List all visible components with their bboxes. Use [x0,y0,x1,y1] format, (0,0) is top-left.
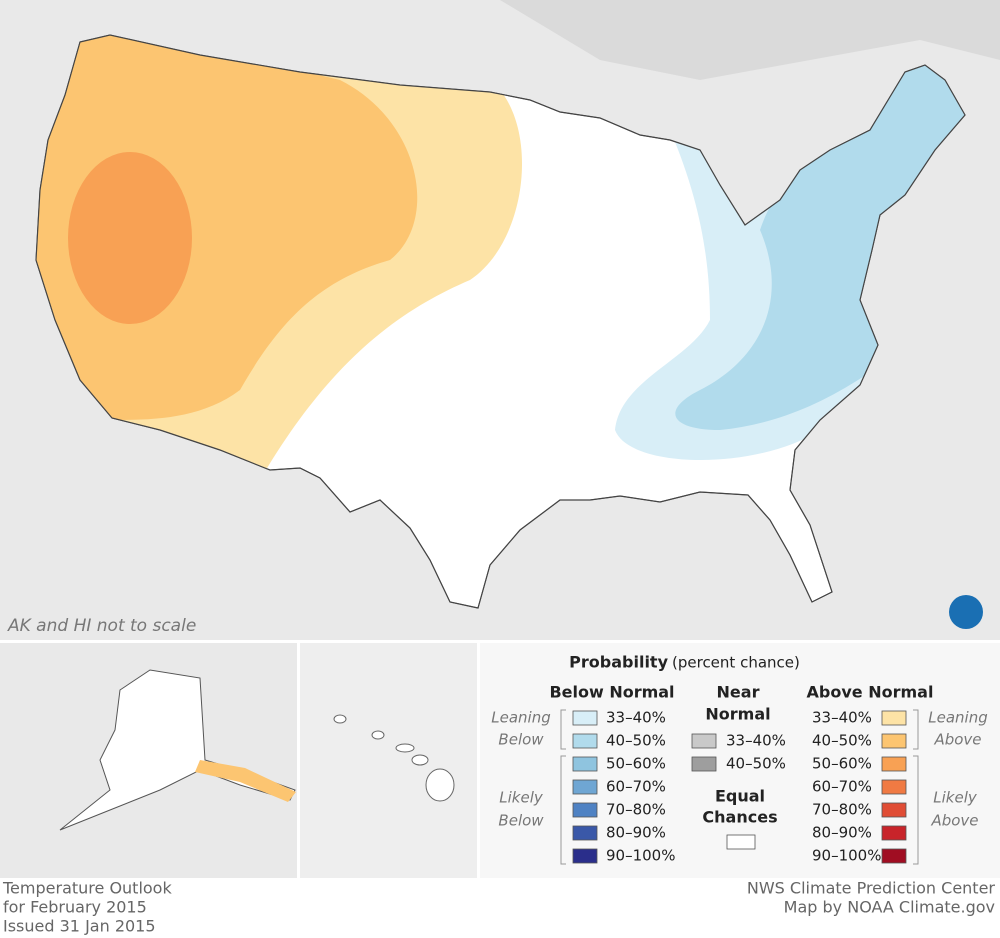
leaning-label: Leaning [928,709,987,727]
bracket [560,709,566,750]
equal-chances-heading: Chances [702,808,777,827]
group-heading: Above Normal [807,683,934,702]
legend-label: 80–90% [606,824,666,842]
likely-label: Likely [499,789,544,807]
group-heading: Below Normal [549,683,674,702]
hawaii [333,714,455,802]
hawaii-panel [300,643,477,878]
legend-swatch [572,802,598,818]
group-heading: Normal [705,705,770,724]
legend-label: 33–40% [812,709,872,727]
legend-swatch [881,825,907,841]
legend-label: 33–40% [606,709,666,727]
scale-note: AK and HI not to scale [7,616,196,636]
legend-swatch [572,779,598,795]
legend: Probability (percent chance) Below Normal 3… [491,653,988,865]
equal-chances-heading: Equal [715,787,765,806]
warm-50-60-area [68,152,192,324]
legend-label: 60–70% [812,778,872,796]
bracket [913,709,919,750]
likely-label: Likely [933,789,978,807]
bracket [560,755,566,865]
legend-swatch [572,756,598,772]
group-heading: Near [717,683,760,702]
legend-label: 40–50% [606,732,666,750]
legend-label: 90–100% [812,847,881,865]
legend-swatch [572,710,598,726]
likely-label: Above [930,812,978,830]
legend-label: 90–100% [606,847,675,865]
legend-label: 60–70% [606,778,666,796]
legend-swatch [881,756,907,772]
legend-label: 80–90% [812,824,872,842]
equal-chances-swatch [726,834,756,850]
footer-right: Map by NOAA Climate.gov [784,898,995,917]
leaning-label: Leaning [491,709,550,727]
legend-subtitle: (percent chance) [672,654,800,672]
leaning-label: Above [933,731,981,749]
footer-left: Issued 31 Jan 2015 [3,917,156,936]
legend-label: 70–80% [606,801,666,819]
legend-swatch [691,733,717,749]
footer-right: NWS Climate Prediction Center [747,879,996,898]
legend-label: 70–80% [812,801,872,819]
legend-swatch [572,733,598,749]
legend-label: 40–50% [726,755,786,773]
legend-label: 40–50% [812,732,872,750]
legend-label: 50–60% [812,755,872,773]
footer-left: Temperature Outlook [2,879,172,898]
legend-swatch [572,848,598,864]
leaning-label: Below [498,731,544,749]
legend-swatch [691,756,717,772]
bracket [913,755,919,865]
legend-swatch [881,802,907,818]
legend-swatch [881,733,907,749]
legend-label: 33–40% [726,732,786,750]
legend-swatch [881,710,907,726]
noaa-logo [949,595,983,629]
legend-swatch [881,848,907,864]
legend-swatch [881,779,907,795]
legend-title: Probability [569,653,668,672]
canada [500,0,1000,80]
legend-swatch [572,825,598,841]
alaska-warm-area [195,760,296,802]
legend-label: 50–60% [606,755,666,773]
likely-label: Below [498,812,544,830]
footer-left: for February 2015 [3,898,147,917]
